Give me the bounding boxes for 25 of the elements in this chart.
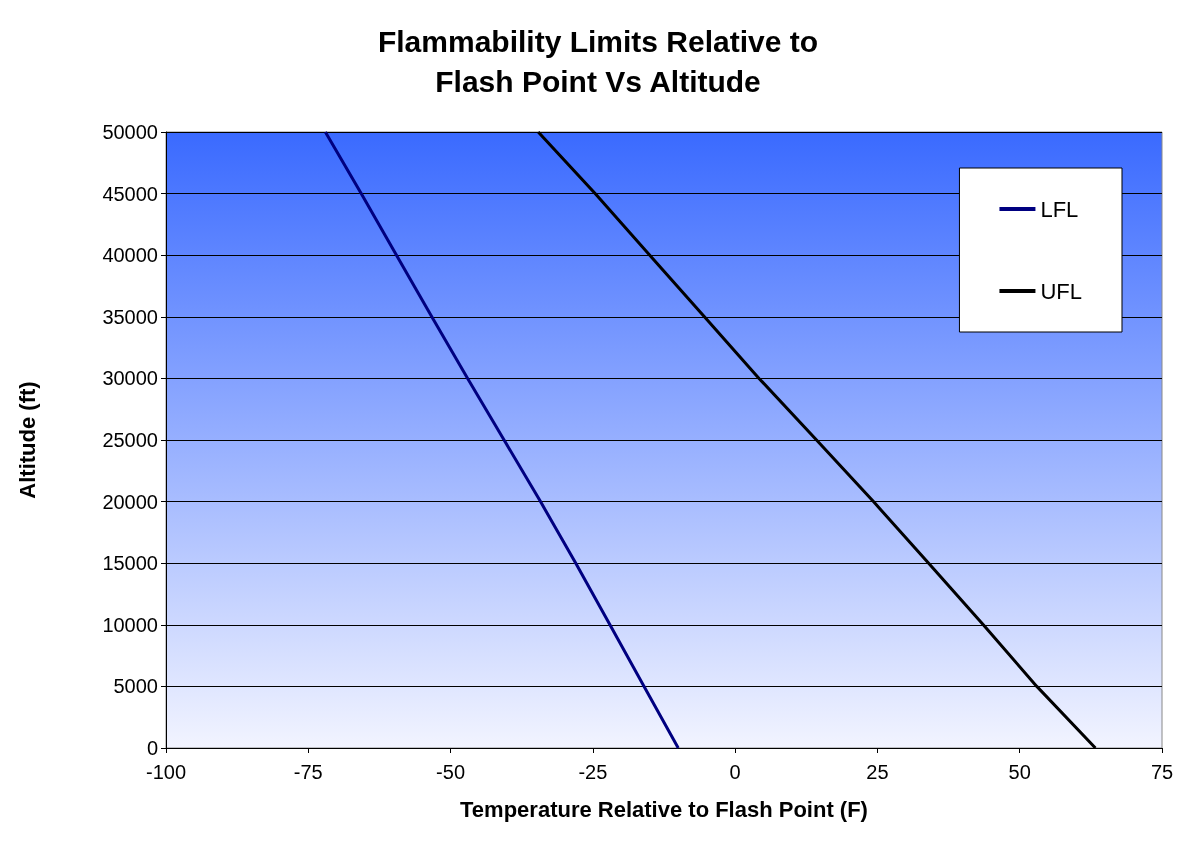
y-tick-label: 5000 [113,675,158,698]
x-tick-label: -25 [578,761,608,783]
x-tick-label: 50 [1008,761,1031,783]
y-tick-label: 25000 [102,429,158,451]
x-axis-title: Temperature Relative to Flash Point (F) [460,796,868,822]
x-tick-label: 0 [729,761,741,783]
y-tick-label: 50000 [102,121,158,143]
y-tick-label: 45000 [102,182,158,205]
y-tick-label: 20000 [102,490,158,513]
x-tick-label: -100 [145,761,187,783]
y-tick-label: 0 [146,737,158,759]
y-axis-title: Altitude (ft) [14,381,40,499]
line-series [323,130,680,750]
x-tick-label: -75 [293,761,323,783]
y-tick-label: 15000 [102,552,158,575]
x-tick-label: 75 [1150,761,1174,783]
y-tick-label: 35000 [102,305,158,328]
legend-label: LFL [1040,196,1079,222]
x-tick-label: 25 [866,761,889,783]
y-tick-label: 30000 [102,367,158,390]
chart-title: Flammability Limits Relative to Flash Point Vs Altitude [377,24,819,98]
legend-label: UFL [1040,278,1082,304]
x-tick-label: -50 [436,761,466,783]
y-tick-label: 10000 [102,613,158,636]
y-tick-label: 40000 [102,244,158,267]
